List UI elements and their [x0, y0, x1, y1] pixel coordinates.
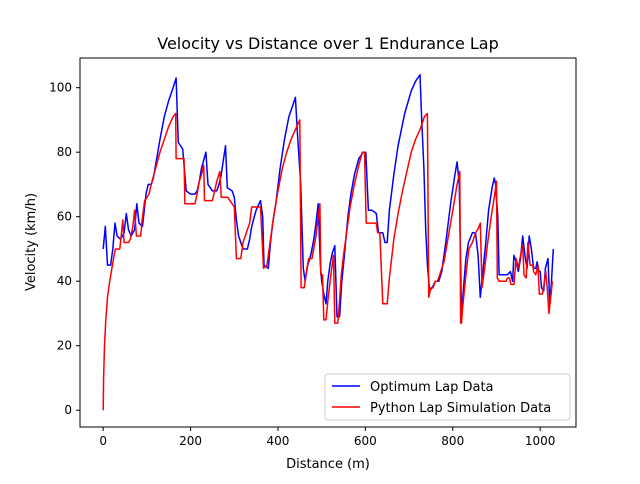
y-axis-label: Velocity (km/h): [24, 193, 39, 291]
legend: Optimum Lap Data Python Lap Simulation D…: [324, 373, 571, 421]
y-tick-label: 0: [64, 403, 72, 417]
y-tick-label: 100: [49, 81, 72, 95]
y-tick-label: 80: [57, 145, 72, 159]
plot-frame: [79, 57, 577, 428]
legend-box: [324, 373, 571, 421]
y-tick-label: 40: [57, 274, 72, 288]
legend-label-simulation: Python Lap Simulation Data: [370, 401, 551, 416]
x-tick-label: 600: [354, 434, 377, 448]
y-tick-label: 60: [57, 210, 72, 224]
x-tick-label: 1000: [525, 434, 556, 448]
plot-series-group: [102, 74, 555, 411]
x-axis-ticks: 0 200 400 600 800 1000: [99, 427, 555, 448]
x-axis-label: Distance (m): [286, 457, 370, 472]
x-tick-label: 800: [441, 434, 464, 448]
y-tick-label: 20: [57, 339, 72, 353]
chart-title: Velocity vs Distance over 1 Endurance La…: [157, 34, 499, 53]
x-tick-label: 200: [179, 434, 202, 448]
x-tick-label: 400: [267, 434, 290, 448]
y-axis-ticks: 0 20 40 60 80 100: [49, 81, 80, 417]
x-tick-label: 0: [99, 434, 107, 448]
series-line-simulation: [102, 112, 554, 411]
legend-label-optimum: Optimum Lap Data: [370, 380, 494, 395]
